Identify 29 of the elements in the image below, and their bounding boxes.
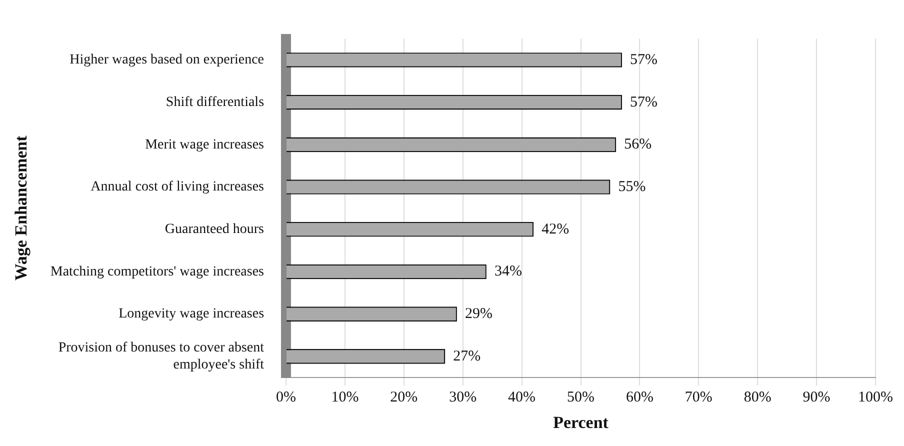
x-tick-label: 30% [449, 390, 477, 406]
data-label: 55% [618, 178, 646, 195]
y-tick-label: Provision of bonuses to cover absent employee's shift [58, 340, 264, 372]
data-label: 57% [630, 52, 658, 68]
y-tick-label: Guaranteed hours [164, 222, 264, 238]
x-axis-title: Percent [553, 413, 609, 432]
y-tick-label: Shift differentials [166, 94, 264, 110]
y-tick-label: Annual cost of living increases [90, 180, 264, 195]
x-tick-label: 70% [684, 390, 712, 406]
x-tick-label: 100% [858, 390, 893, 406]
x-tick-label: 20% [390, 390, 418, 406]
x-tick-label: 80% [744, 390, 772, 406]
data-label: 29% [464, 306, 492, 322]
y-axis-title: Wage Enhancement [12, 135, 31, 281]
data-label: 27% [453, 348, 481, 364]
x-tick-label: 10% [331, 390, 359, 406]
data-label: 56% [624, 136, 652, 153]
y-tick-label: Longevity wage increases [118, 306, 264, 322]
y-tick-label: Merit wage increases [145, 137, 264, 152]
y-tick-label: Matching competitors' wage increases [50, 264, 264, 280]
x-tick-label: 60% [626, 390, 654, 406]
x-tick-label: 0% [276, 390, 296, 406]
x-tick-label: 40% [508, 390, 536, 406]
y-tick-label: Higher wages based on experience [70, 52, 264, 68]
x-tick-label: 50% [567, 390, 595, 406]
data-label: 42% [542, 221, 570, 238]
x-tick-label: 90% [802, 390, 830, 406]
data-label: 34% [494, 264, 522, 280]
data-label: 57% [630, 94, 658, 110]
